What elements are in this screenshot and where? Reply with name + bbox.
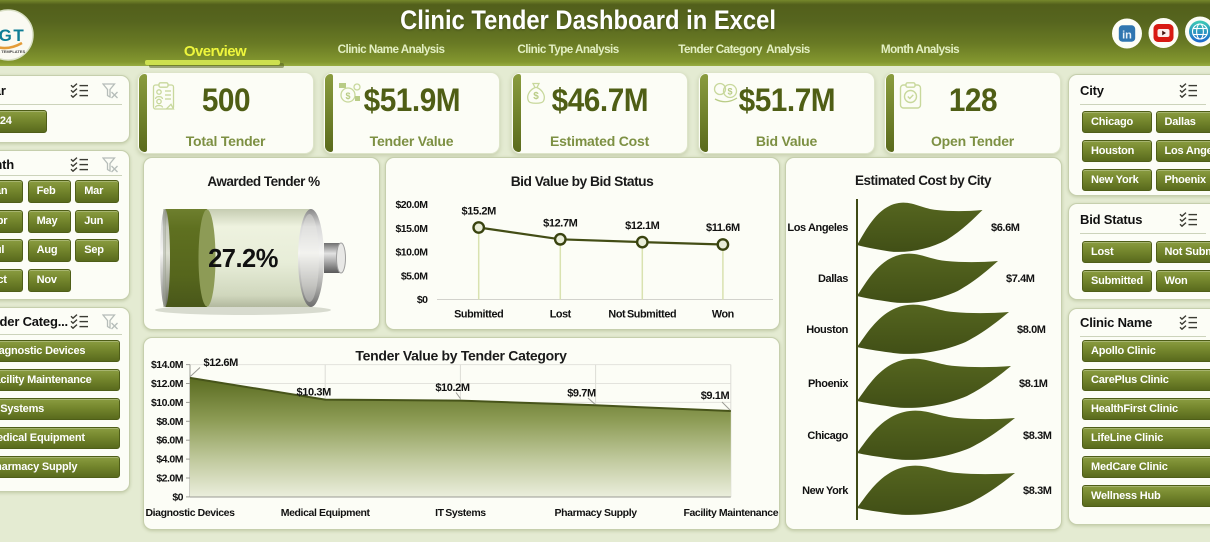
- svg-text:$0: $0: [172, 491, 183, 503]
- svg-text:$15.0M: $15.0M: [395, 223, 428, 235]
- svg-text:$8.3M: $8.3M: [1023, 485, 1052, 497]
- svg-text:$15.2M: $15.2M: [462, 206, 497, 218]
- svg-text:$10.0M: $10.0M: [395, 247, 428, 259]
- svg-text:$14.0M: $14.0M: [151, 359, 184, 371]
- svg-text:Awarded Tender %: Awarded Tender %: [207, 174, 320, 189]
- svg-text:Houston: Houston: [806, 324, 848, 336]
- svg-text:Diagnostic Devices: Diagnostic Devices: [145, 507, 235, 519]
- svg-text:Pharmacy Supply: Pharmacy Supply: [555, 507, 638, 519]
- svg-text:Estimated Cost by City: Estimated Cost by City: [855, 173, 992, 188]
- svg-text:$5.0M: $5.0M: [401, 270, 428, 282]
- svg-text:Dallas: Dallas: [818, 273, 848, 285]
- svg-text:$8.1M: $8.1M: [1019, 378, 1048, 390]
- svg-text:$4.0M: $4.0M: [156, 454, 183, 466]
- svg-text:EXCEL TEMPLATES: EXCEL TEMPLATES: [0, 49, 25, 54]
- svg-text:$8.0M: $8.0M: [156, 416, 183, 428]
- svg-text:$: $: [345, 91, 350, 101]
- svg-text:$12.6M: $12.6M: [204, 357, 239, 369]
- svg-text:27.2%: 27.2%: [208, 245, 278, 273]
- svg-text:LGT: LGT: [0, 26, 25, 45]
- svg-text:Bid Value by Bid Status: Bid Value by Bid Status: [511, 174, 654, 189]
- svg-text:$10.3M: $10.3M: [297, 387, 332, 399]
- svg-text:Chicago: Chicago: [807, 430, 848, 442]
- svg-text:$20.0M: $20.0M: [395, 199, 428, 211]
- svg-text:$2.0M: $2.0M: [156, 473, 183, 485]
- svg-text:in: in: [1122, 30, 1132, 42]
- svg-text:Not Submitted: Not Submitted: [608, 309, 676, 321]
- svg-text:$6.6M: $6.6M: [991, 222, 1020, 234]
- svg-text:Lost: Lost: [550, 309, 572, 321]
- svg-text:$9.7M: $9.7M: [567, 388, 596, 400]
- svg-text:Facility Maintenance: Facility Maintenance: [683, 507, 778, 519]
- svg-text:$12.1M: $12.1M: [625, 220, 660, 232]
- svg-text:$10.2M: $10.2M: [435, 382, 470, 394]
- svg-text:$7.4M: $7.4M: [1006, 273, 1035, 285]
- svg-text:$: $: [727, 87, 732, 97]
- svg-text:New York: New York: [802, 485, 849, 497]
- svg-text:$8.0M: $8.0M: [1017, 324, 1046, 336]
- svg-text:$12.7M: $12.7M: [543, 217, 578, 229]
- svg-text:$9.1M: $9.1M: [701, 390, 730, 402]
- svg-text:$8.3M: $8.3M: [1023, 430, 1052, 442]
- svg-text:Tender Value by Tender Categor: Tender Value by Tender Category: [355, 348, 567, 364]
- svg-text:$0: $0: [417, 294, 428, 306]
- svg-text:Phoenix: Phoenix: [808, 378, 849, 390]
- svg-text:$10.0M: $10.0M: [151, 397, 184, 409]
- svg-text:Medical Equipment: Medical Equipment: [281, 507, 371, 519]
- svg-text:Submitted: Submitted: [454, 309, 503, 321]
- svg-text:$11.6M: $11.6M: [706, 222, 740, 234]
- svg-text:$6.0M: $6.0M: [156, 435, 183, 447]
- svg-text:IT Systems: IT Systems: [435, 507, 486, 519]
- svg-text:$: $: [533, 91, 539, 102]
- svg-text:Los Angeles: Los Angeles: [787, 222, 848, 234]
- svg-text:$12.0M: $12.0M: [151, 378, 184, 390]
- svg-text:Won: Won: [712, 309, 734, 321]
